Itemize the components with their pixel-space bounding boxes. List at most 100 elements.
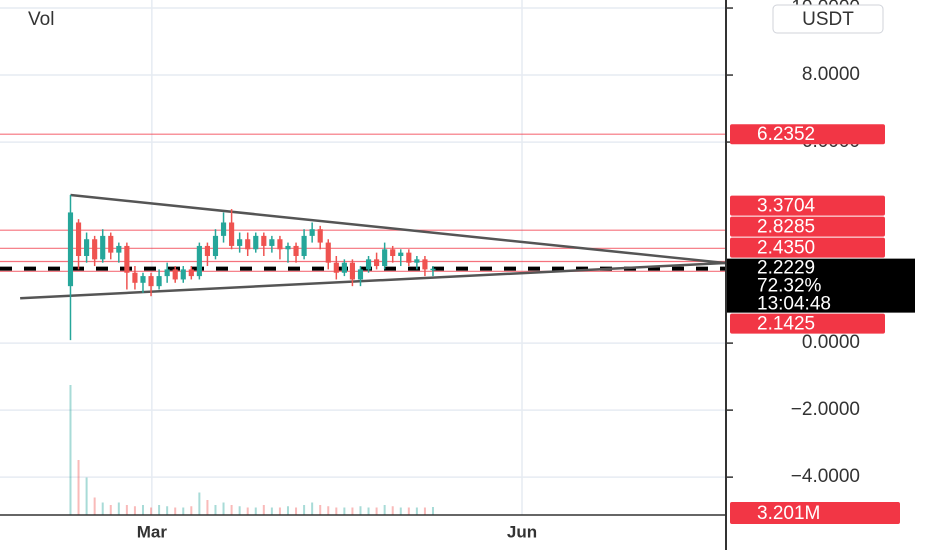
candle-body (220, 222, 227, 236)
volume-bar (174, 507, 177, 515)
candle-body (124, 245, 130, 273)
candle-body (422, 259, 428, 270)
candle-body (92, 239, 98, 260)
volume-bar (166, 506, 169, 515)
volume-bar (125, 505, 128, 515)
candle-body (180, 269, 186, 280)
volume-bar (214, 505, 217, 515)
volume-bar (311, 502, 314, 515)
candle-body (148, 276, 154, 287)
candle-body (212, 235, 219, 256)
volume-bar (335, 507, 338, 515)
last-price-box (727, 258, 915, 313)
candle-body (341, 262, 347, 273)
y-tick-label: −4.0000 (791, 466, 860, 487)
volume-bar (238, 506, 241, 515)
candle-body (293, 245, 299, 256)
volume-bar (222, 502, 225, 515)
change-label: 72.32% (757, 276, 822, 297)
volume-bar (407, 507, 410, 515)
candle-body (333, 262, 339, 273)
candle-body (317, 229, 323, 243)
candle-body (309, 229, 315, 236)
candle-body (156, 276, 162, 287)
y-tick-label: 8.0000 (802, 64, 860, 85)
candle-body (261, 235, 267, 246)
candle-body (285, 245, 291, 250)
volume-bar (117, 502, 120, 515)
candle-body (164, 269, 170, 277)
volume-bar (383, 505, 386, 515)
volume-bar (431, 506, 434, 515)
candle-body (406, 252, 412, 263)
candle-body (430, 268, 436, 271)
volume-bar (133, 506, 136, 515)
candle-body (398, 252, 404, 256)
x-tick-label: Mar (137, 522, 168, 541)
volume-bar (319, 505, 322, 515)
volume-bar (359, 506, 362, 515)
volume-bar (77, 460, 80, 515)
candle-body (325, 242, 331, 263)
volume-bar (391, 506, 394, 515)
volume-label: 3.201M (757, 503, 820, 524)
volume-bar (327, 506, 330, 515)
candle-body (349, 262, 356, 280)
candle-body (75, 222, 82, 256)
candle-body (357, 269, 364, 280)
volume-bar (399, 507, 402, 515)
candle-body (108, 235, 114, 253)
candle-body (67, 212, 74, 287)
volume-bar (367, 507, 370, 515)
candle-body (100, 235, 106, 260)
countdown-label: 13:04:48 (757, 294, 831, 315)
candle-body (277, 239, 283, 250)
candle-body (132, 272, 138, 283)
volume-bar (150, 507, 153, 515)
candle-body (172, 269, 178, 280)
level-label-bg (730, 195, 885, 216)
volume-bar (198, 492, 201, 515)
volume-bar (246, 507, 249, 515)
candle-body (84, 239, 90, 256)
level-label-bg (730, 216, 885, 237)
volume-bar (270, 507, 273, 515)
candle-body (237, 239, 243, 246)
volume-bar (190, 506, 193, 515)
candle-body (390, 249, 396, 256)
volume-bar (101, 502, 104, 515)
volume-bar (69, 385, 72, 515)
level-label-bg (730, 313, 885, 334)
volume-label-bg (730, 502, 900, 524)
volume-bar (351, 507, 354, 515)
chart-title: Vol (28, 9, 54, 30)
volume-bar (182, 507, 185, 515)
volume-bar (415, 507, 418, 515)
volume-bar (286, 506, 289, 515)
volume-bar (343, 507, 346, 515)
volume-bar (254, 507, 257, 515)
candle-body (204, 245, 211, 256)
level-label-bg (730, 124, 885, 145)
currency-label: USDT (802, 9, 854, 30)
candle-body (414, 259, 420, 263)
volume-bar (230, 505, 233, 515)
volume-bar (158, 505, 161, 515)
candle-body (245, 239, 251, 250)
currency-button[interactable] (772, 4, 884, 34)
volume-bar (375, 507, 378, 515)
volume-bar (278, 507, 281, 515)
x-tick-label: Jun (507, 522, 537, 541)
y-tick-label: 0.0000 (802, 332, 860, 353)
level-label: 2.1425 (757, 314, 815, 335)
trendline (70, 193, 726, 265)
volume-bar (295, 507, 298, 515)
volume-bar (93, 497, 96, 515)
volume-bar (141, 505, 144, 515)
candle-body (365, 259, 372, 270)
level-label: 6.2352 (757, 124, 815, 145)
candle-body (229, 222, 235, 246)
last-price-label: 2.2229 (757, 258, 815, 279)
candle-body (382, 249, 388, 267)
